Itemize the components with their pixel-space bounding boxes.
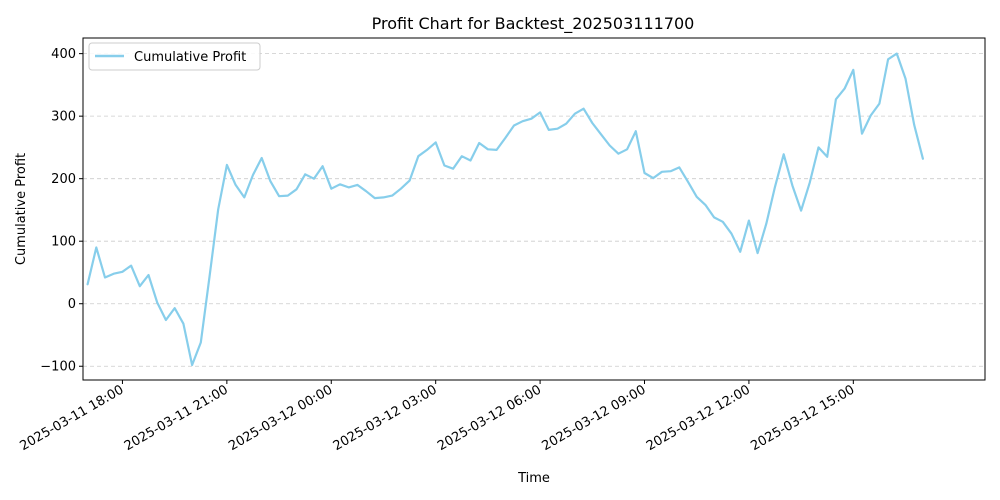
series-line-cumulative-profit [86,52,924,367]
y-tick-label: 200 [51,172,76,187]
y-axis-title: Cumulative Profit [14,153,29,265]
legend-box [88,42,261,71]
series-layer [86,52,924,367]
x-axis-title: Time [517,471,550,486]
y-tick-label: 0 [68,297,76,312]
chart-title: Profit Chart for Backtest_202503111700 [372,14,695,34]
plot-frame [82,37,986,381]
legend: Cumulative Profit [88,42,261,71]
y-tick-label: 300 [51,110,76,125]
y-axis: −100 0 100 200 300 400 [40,47,83,375]
y-tick-label: −100 [40,360,76,375]
y-tick-label: 400 [51,47,76,62]
legend-label-cumulative-profit: Cumulative Profit [134,50,246,65]
y-tick-label: 100 [51,235,76,250]
